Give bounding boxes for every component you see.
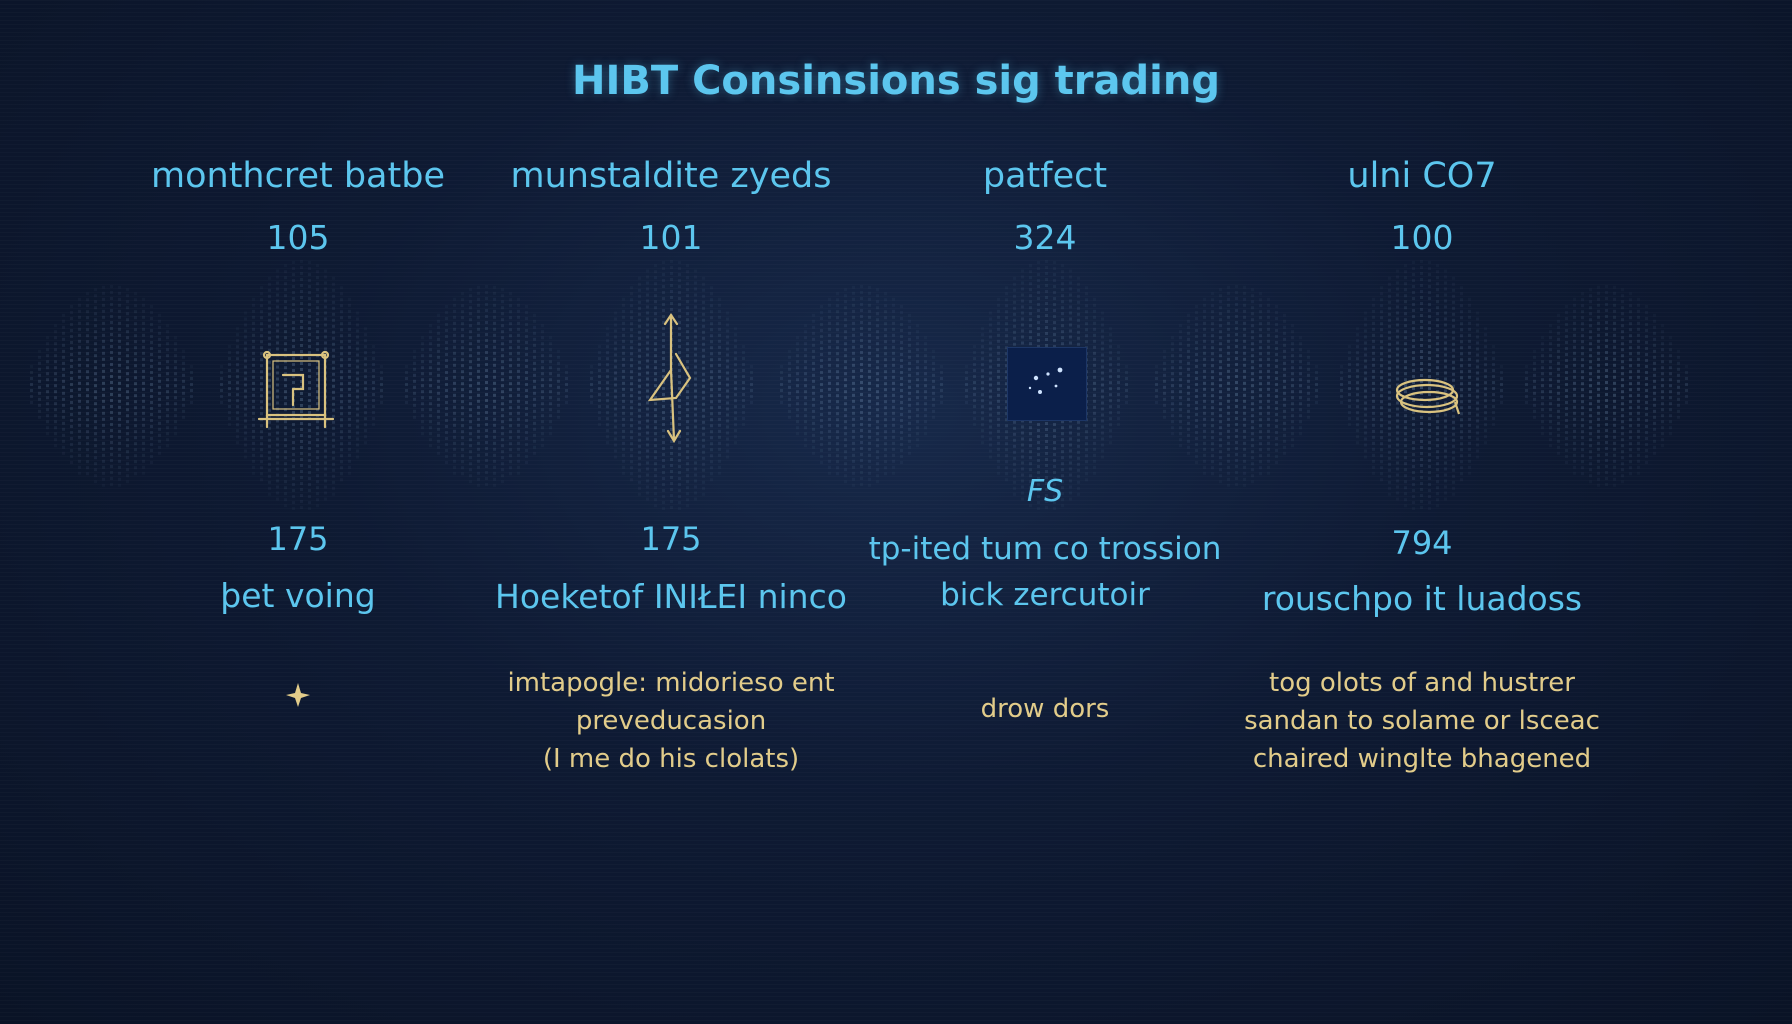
column-description: drow dors [845, 690, 1245, 728]
arrow-path-icon [626, 310, 716, 450]
column-number: 175 [267, 520, 329, 558]
column-value: 324 [1013, 218, 1077, 257]
column-value: 100 [1390, 218, 1454, 257]
column-mark: FS [1026, 474, 1064, 509]
column-description: imtapogle: midoriesо ent preveducasion (… [471, 664, 871, 778]
framed-glyph-icon [253, 335, 343, 445]
coil-icon [1387, 368, 1467, 428]
column-subtitle: rouschpo it luadoss [1261, 579, 1583, 618]
column-number: 794 [1391, 524, 1453, 562]
description-line: preveducasion [575, 706, 767, 736]
page-title: HIBT Consinsions sig trading [572, 58, 1220, 104]
description-line: tog olots of and hustrer [1269, 668, 1575, 698]
column-description: tog olots of and hustrer sandan to solam… [1222, 664, 1622, 778]
description-line: (I me do his clolats) [542, 744, 800, 774]
subtitle-line: bick zercutoir [940, 577, 1150, 613]
waveform-backdrop [30, 260, 1688, 511]
star-cluster-icon [1007, 347, 1087, 421]
description-line: sandan to solame or lsceac [1244, 706, 1600, 736]
column-subtitle: þet voing [220, 576, 376, 615]
column-value: 105 [266, 218, 330, 257]
column-value: 101 [639, 218, 703, 257]
column-label: monthcret batbe [151, 156, 445, 196]
description-line: drow dors [980, 694, 1110, 724]
column-label: ulni CO7 [1347, 156, 1497, 196]
column-subtitle: tp-ited tum co trossion bick zercutoir [845, 526, 1245, 618]
column-subtitle: Hoeketof INIŁEI ninco [495, 577, 847, 616]
column-label: patfect [982, 156, 1108, 196]
subtitle-line: tp-ited tum co trossion [868, 531, 1222, 567]
column-label: munstaldite zyeds [510, 156, 832, 196]
column-number: 175 [640, 520, 702, 558]
description-line: chaired winglte bhagened [1252, 744, 1592, 774]
description-line: imtapogle: midoriesо ent [507, 668, 835, 698]
sparkle-icon [283, 680, 313, 710]
